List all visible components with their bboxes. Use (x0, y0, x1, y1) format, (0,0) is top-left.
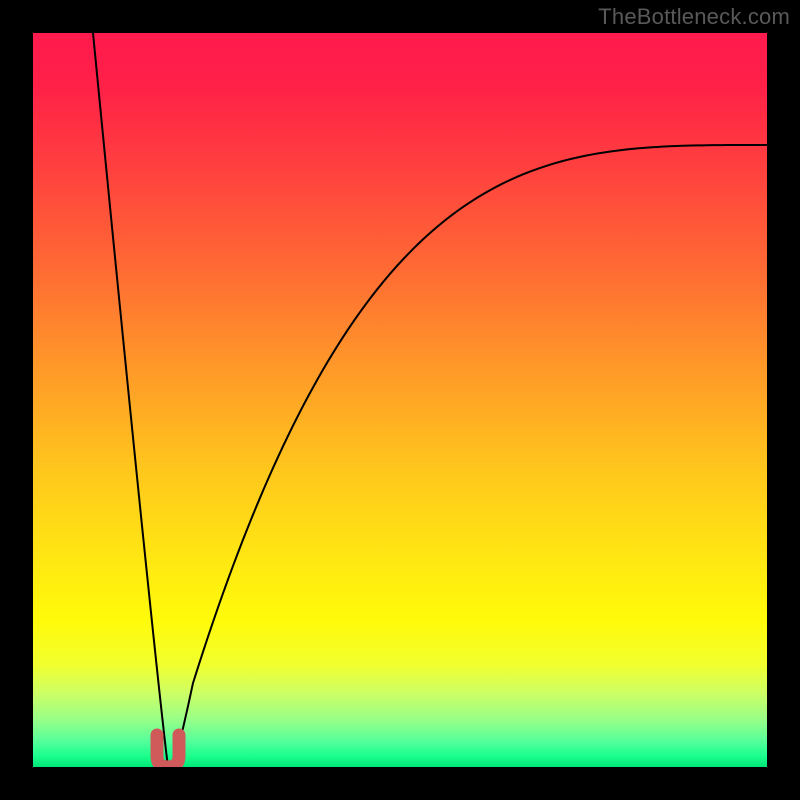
bottleneck-chart-svg (0, 0, 800, 800)
chart-background-gradient (33, 33, 767, 767)
watermark-text: TheBottleneck.com (598, 4, 790, 30)
chart-container: TheBottleneck.com (0, 0, 800, 800)
